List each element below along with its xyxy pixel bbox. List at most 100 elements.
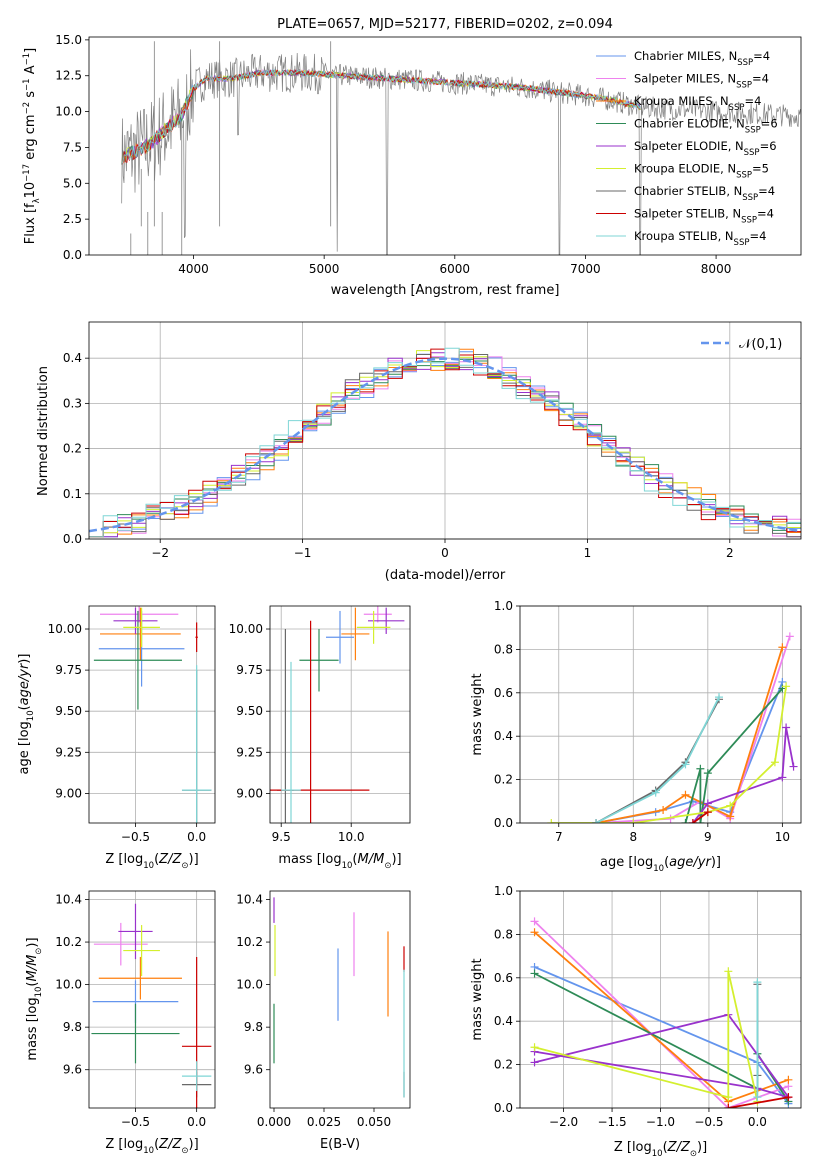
series-marker xyxy=(547,819,556,823)
y-tick-label: 2.5 xyxy=(63,212,82,226)
x-tick-label: −2 xyxy=(151,546,169,560)
label-part: ⊙ xyxy=(34,948,44,955)
x-tick-label: 0.0 xyxy=(748,1115,767,1129)
series-marker xyxy=(688,819,697,823)
y-tick-label: 10.2 xyxy=(55,935,82,949)
label-part: SSP xyxy=(737,58,753,68)
label-part: Z [log xyxy=(614,1140,652,1155)
x-tick-label: 8 xyxy=(629,830,637,844)
label-part: M/M xyxy=(25,955,40,982)
x-tick-label: 8000 xyxy=(701,262,732,276)
label-part: =4 xyxy=(757,207,774,221)
label-part: 10 xyxy=(652,1149,663,1159)
label-part: ( xyxy=(352,852,357,867)
label-part: ( xyxy=(154,852,159,867)
label-part: =5 xyxy=(752,162,769,176)
y-axis-label: mass weight xyxy=(470,673,485,755)
label-part: ⊙ xyxy=(384,861,391,871)
label-part: A xyxy=(23,65,38,78)
y-tick-label: 10.0 xyxy=(236,978,263,992)
label-part: ⊙ xyxy=(690,1149,697,1159)
series-marker xyxy=(592,819,601,823)
label-part: M/M xyxy=(358,852,385,867)
label-part: Chabrier MILES, N xyxy=(634,49,737,63)
histogram-step-kroupa-stelib xyxy=(89,347,801,538)
series-marker xyxy=(530,1058,539,1067)
series-marker xyxy=(681,790,690,799)
label-part: mass [log xyxy=(278,852,341,867)
label-part: ( xyxy=(154,1137,159,1152)
series-marker xyxy=(724,967,733,976)
x-tick-label: 0.0 xyxy=(187,830,206,844)
series-marker xyxy=(703,799,712,808)
x-tick-label: 7 xyxy=(555,830,563,844)
series-marker xyxy=(770,758,779,767)
label-part: Flux [f xyxy=(23,203,38,244)
series-marker xyxy=(530,1043,539,1052)
series-marker xyxy=(784,1075,793,1084)
x-tick-label: 1 xyxy=(584,546,592,560)
label-part: 10 xyxy=(653,864,664,874)
x-tick-label: 9.5 xyxy=(272,830,291,844)
label-part: Salpeter STELIB, N xyxy=(634,207,741,221)
label-part: 10 xyxy=(143,861,154,871)
series-marker xyxy=(782,723,791,732)
label-part: −1 xyxy=(22,53,32,66)
y-tick-label: 0.4 xyxy=(63,351,82,365)
label-part: SSP xyxy=(736,81,752,91)
axes-frame xyxy=(519,605,802,824)
series-marker xyxy=(703,808,712,817)
label-part: 10 xyxy=(23,182,38,199)
label-part: SSP xyxy=(745,126,761,136)
y-tick-label: 1.0 xyxy=(494,599,513,613)
y-tick-label: 10.0 xyxy=(55,105,82,119)
legend-label: Salpeter ELODIE, NSSP=6 xyxy=(634,139,777,158)
series-marker xyxy=(681,760,690,769)
x-axis-label: (data-model)/error xyxy=(385,568,506,583)
label-part: Z/Z xyxy=(667,1140,691,1155)
x-axis-label: Z [log10(Z/Z⊙)] xyxy=(105,852,198,871)
x-axis-label: wavelength [Angstrom, rest frame] xyxy=(331,283,560,298)
x-tick-label: 5000 xyxy=(309,262,340,276)
series-marker xyxy=(785,632,794,641)
label-part: Kroupa ELODIE, N xyxy=(634,162,736,176)
y-tick-label: 0.6 xyxy=(494,971,513,985)
x-tick-label: 0.050 xyxy=(357,1115,391,1129)
series-line-kroupa-elodie xyxy=(534,971,759,1102)
axes-mass_weight_vs_Z: −2.0 −1.5 −1.0 −0.5 0.0 0.0 0.2 0.4 0.6 0.8 1.0 Z [… xyxy=(470,884,802,1159)
x-axis-label: mass [log10(M/M⊙)] xyxy=(278,852,401,871)
y-axis-label: age [log10(age/yr)] xyxy=(17,654,36,775)
normal-curve xyxy=(89,357,801,533)
y-tick-label: 15.0 xyxy=(55,33,82,47)
x-tick-label: 9 xyxy=(704,830,712,844)
x-tick-label: −0.5 xyxy=(121,1115,150,1129)
series-line-kroupa-elodie xyxy=(551,686,787,823)
series-marker xyxy=(530,969,539,978)
series-marker xyxy=(726,812,735,821)
series-marker xyxy=(782,682,791,691)
label-part: ⊙ xyxy=(181,861,188,871)
y-tick-label: 0.8 xyxy=(494,927,513,941)
y-tick-label: 10.00 xyxy=(48,622,82,636)
label-part: =4 xyxy=(753,49,770,63)
label-part: Z [log xyxy=(105,1137,143,1152)
axes-frame xyxy=(88,36,802,256)
label-part: Chabrier STELIB, N xyxy=(634,184,742,198)
legend-label: Chabrier MILES, NSSP=4 xyxy=(634,49,770,68)
y-axis-label: Normed distribution xyxy=(36,366,51,496)
x-tick-label: 7000 xyxy=(570,262,601,276)
y-tick-label: 9.75 xyxy=(236,663,263,677)
legend-label: Kroupa MILES, NSSP=4 xyxy=(634,94,761,113)
y-tick-label: 0.2 xyxy=(63,442,82,456)
errorbar-plot xyxy=(93,606,212,823)
y-tick-label: 0.3 xyxy=(63,396,82,410)
errorbar-plot xyxy=(270,606,405,823)
errorbar-plot xyxy=(91,903,212,1108)
series-line-chabrier-elodie xyxy=(684,687,784,823)
label-part: −1 xyxy=(22,78,32,91)
series-marker xyxy=(778,643,787,652)
y-axis-label: Flux [fλ10−17 erg cm−2 s−1 A−1] xyxy=(22,48,42,244)
y-tick-label: 5.0 xyxy=(63,176,82,190)
series-marker xyxy=(724,1093,733,1102)
